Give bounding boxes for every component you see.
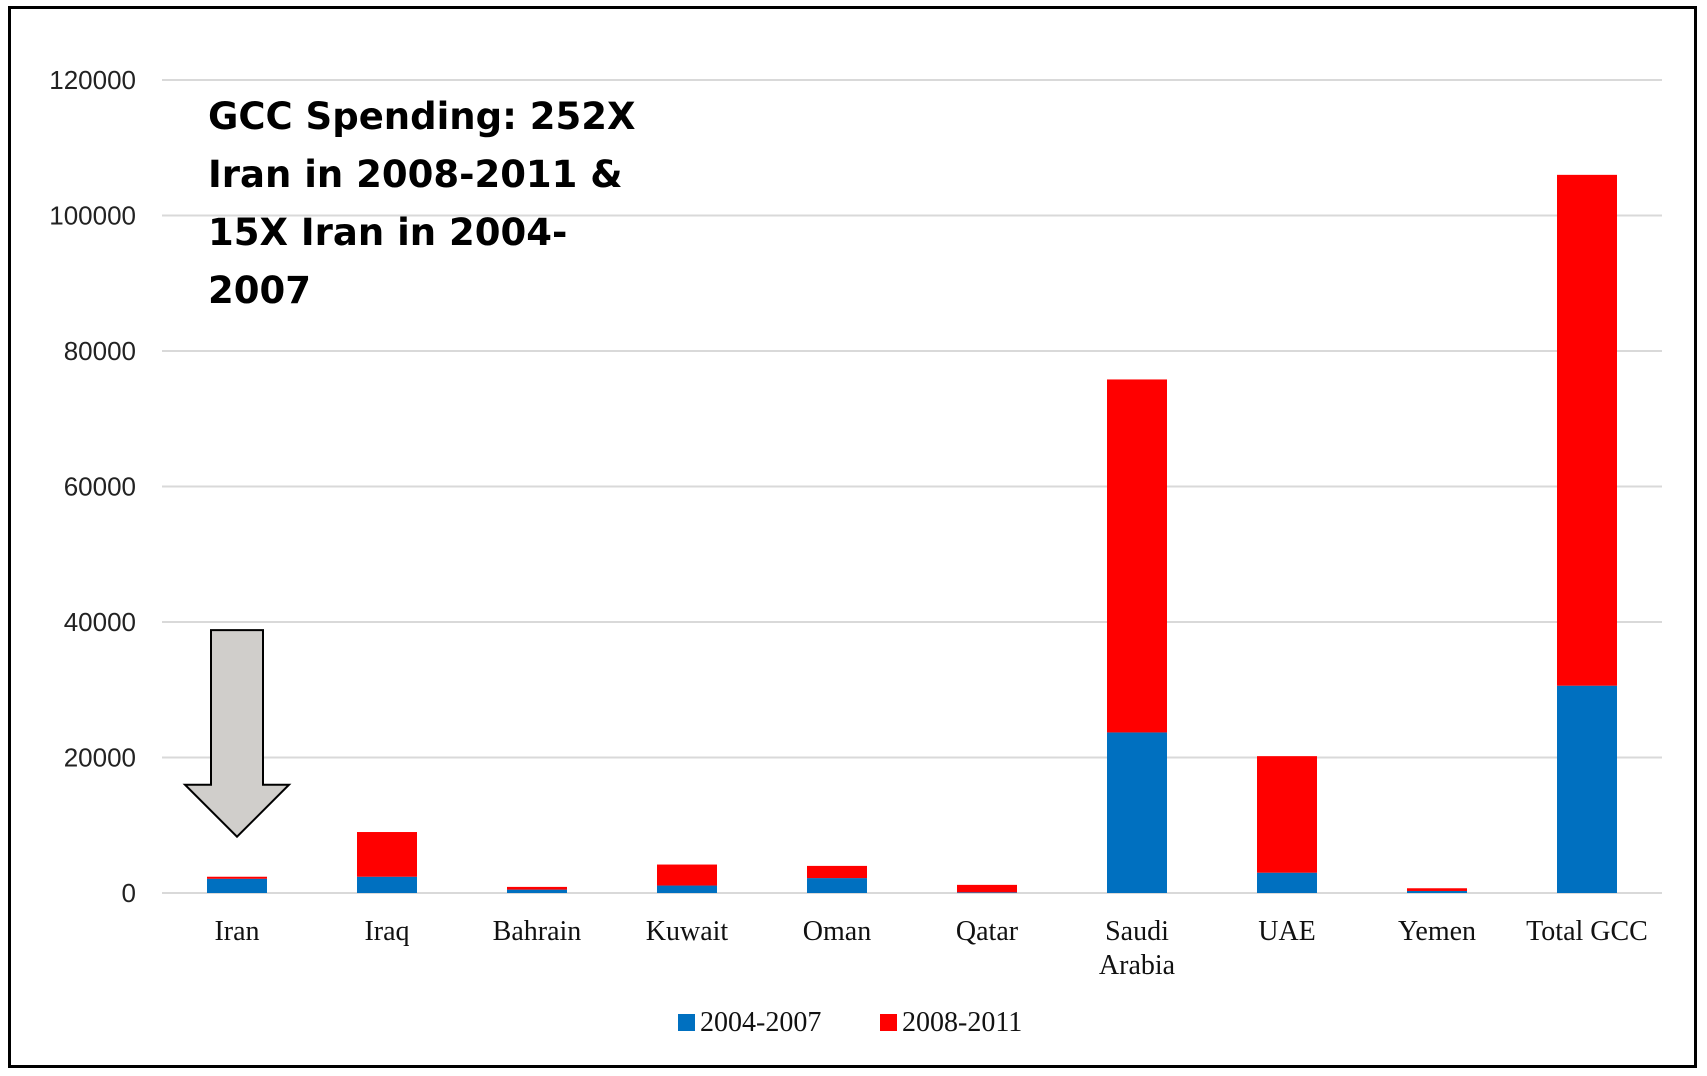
arrow-shape <box>185 630 289 837</box>
x-tick-label: Bahrain <box>493 916 582 947</box>
bar-segment <box>807 866 867 878</box>
x-tick-label: Total GCC <box>1526 916 1648 947</box>
annotation-line-4: 2007 <box>208 262 688 320</box>
x-tick-label: Iraq <box>364 916 409 947</box>
y-tick-label: 100000 <box>49 201 136 231</box>
bar-segment <box>507 887 567 890</box>
bar-segment <box>1257 756 1317 873</box>
bar-segment <box>957 885 1017 892</box>
bar-segment <box>657 865 717 886</box>
bar-segment <box>1557 686 1617 893</box>
annotation-text: GCC Spending: 252X Iran in 2008-2011 & 1… <box>208 88 688 320</box>
annotation-line-1: GCC Spending: 252X <box>208 88 688 146</box>
bar-segment <box>207 879 267 893</box>
bar-segment <box>1107 379 1167 732</box>
y-tick-label: 80000 <box>64 336 136 366</box>
bar-segment <box>507 890 567 893</box>
y-tick-label: 40000 <box>64 607 136 637</box>
y-tick-label: 20000 <box>64 743 136 773</box>
bar-segment <box>1407 888 1467 891</box>
x-tick-label: Kuwait <box>646 916 729 947</box>
bar-segment <box>657 886 717 893</box>
bar-segment <box>1257 873 1317 893</box>
y-axis-ticks: 0 20000 40000 60000 80000 100000 120000 <box>49 65 136 908</box>
annotation-line-2: Iran in 2008-2011 & <box>208 146 688 204</box>
legend-swatch <box>880 1014 897 1031</box>
y-tick-label: 120000 <box>49 65 136 95</box>
x-tick-label: UAE <box>1258 916 1316 947</box>
y-tick-label: 60000 <box>64 472 136 502</box>
x-tick-label: Iran <box>214 916 259 947</box>
bar-segment <box>1407 891 1467 893</box>
bar-segment <box>1557 175 1617 686</box>
x-tick-label: Qatar <box>956 916 1019 947</box>
legend-label: 2008-2011 <box>902 1007 1022 1038</box>
bar-segment <box>1107 732 1167 893</box>
down-arrow <box>185 630 289 837</box>
x-tick-label: Yemen <box>1398 916 1476 947</box>
x-tick-label: Arabia <box>1099 950 1176 981</box>
legend-label: 2004-2007 <box>700 1007 821 1038</box>
annotation-line-3: 15X Iran in 2004- <box>208 204 688 262</box>
bar-segment <box>957 892 1017 893</box>
x-axis-labels: Iran Iraq Bahrain Kuwait Oman Qatar SaudiArabi… <box>214 916 1647 981</box>
bar-segment <box>357 832 417 877</box>
x-tick-label: Saudi <box>1105 916 1169 947</box>
legend-swatch <box>678 1014 695 1031</box>
bar-segment <box>207 877 267 879</box>
y-tick-label: 0 <box>122 878 136 908</box>
bar-segment <box>807 878 867 893</box>
legend: 2004-2007 2008-2011 <box>678 1007 1022 1038</box>
x-tick-label: Oman <box>803 916 871 947</box>
bar-segment <box>357 877 417 893</box>
